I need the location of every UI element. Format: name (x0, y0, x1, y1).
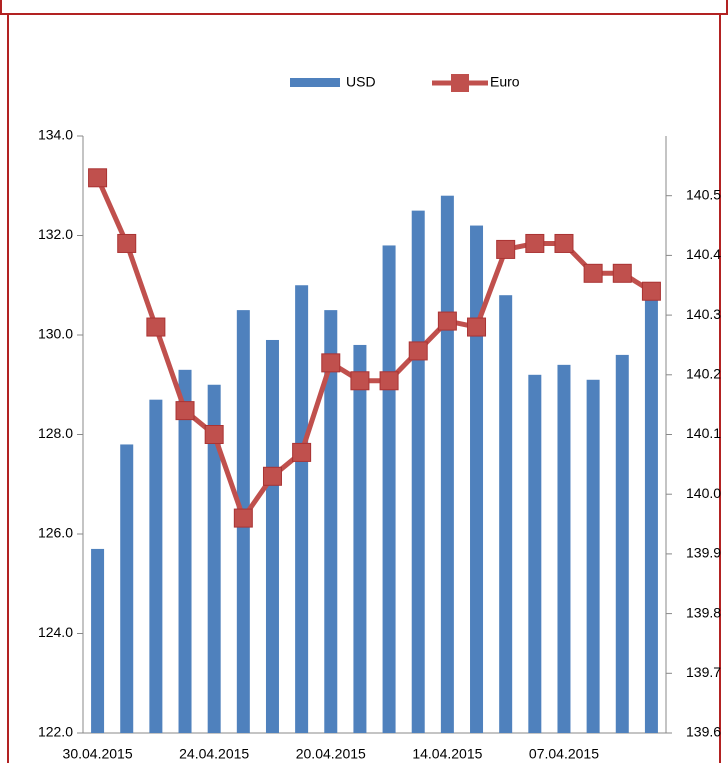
y2-tick-label: 139.7 (686, 664, 721, 680)
y-tick-label: 128.0 (38, 425, 73, 441)
marker (292, 442, 312, 462)
bar (615, 354, 629, 733)
y-tick-label: 130.0 (38, 326, 73, 342)
y-tick-label: 134.0 (38, 127, 73, 143)
legend-label: USD (346, 74, 376, 90)
bar (178, 369, 192, 733)
marker (350, 371, 370, 391)
marker (175, 401, 195, 421)
bar (324, 310, 338, 733)
bar (120, 444, 134, 733)
y2-tick-label: 139.9 (686, 545, 721, 561)
y2-tick-label: 140.1 (686, 425, 721, 441)
y2-tick-label: 140.0 (686, 485, 721, 501)
marker (496, 239, 516, 259)
marker (146, 317, 166, 337)
marker (583, 263, 603, 283)
marker (554, 233, 574, 253)
y2-tick-label: 139.8 (686, 604, 721, 620)
bar (411, 210, 425, 733)
y-tick-label: 124.0 (38, 624, 73, 640)
y2-tick-label: 140.4 (686, 246, 721, 262)
bar (528, 374, 542, 733)
marker (88, 168, 108, 188)
y2-tick-label: 140.3 (686, 306, 721, 322)
marker (204, 425, 224, 444)
marker (641, 281, 661, 301)
marker (612, 263, 632, 283)
marker (379, 371, 399, 391)
marker (437, 311, 457, 331)
bar (586, 379, 600, 733)
bar (295, 285, 309, 733)
y2-tick-label: 139.6 (686, 724, 721, 740)
marker (408, 341, 428, 361)
top-box (0, 0, 728, 15)
legend-swatch (290, 78, 340, 87)
bar (353, 344, 367, 733)
marker (467, 317, 487, 337)
y2-tick-label: 140.5 (686, 186, 721, 202)
x-tick-label: 30.04.2015 (63, 746, 133, 762)
bar (499, 295, 513, 733)
bar (644, 290, 658, 733)
bar (149, 399, 163, 733)
marker (525, 233, 545, 253)
y-tick-label: 126.0 (38, 525, 73, 541)
bar (265, 339, 279, 733)
legend-label: Euro (490, 74, 520, 90)
x-tick-label: 07.04.2015 (529, 746, 599, 762)
bar (440, 195, 454, 733)
x-tick-label: 14.04.2015 (412, 746, 482, 762)
x-tick-label: 24.04.2015 (179, 746, 249, 762)
marker (321, 353, 341, 373)
bar (470, 225, 484, 734)
bar (557, 364, 571, 733)
bar (382, 245, 396, 733)
x-tick-label: 20.04.2015 (296, 746, 366, 762)
bar (91, 548, 105, 733)
marker (233, 508, 253, 528)
y-tick-label: 122.0 (38, 724, 73, 740)
y2-tick-label: 140.2 (686, 366, 721, 382)
marker (117, 233, 137, 253)
legend-marker (451, 74, 469, 92)
marker (262, 466, 282, 486)
y-tick-label: 132.0 (38, 226, 73, 242)
bar (207, 384, 221, 733)
